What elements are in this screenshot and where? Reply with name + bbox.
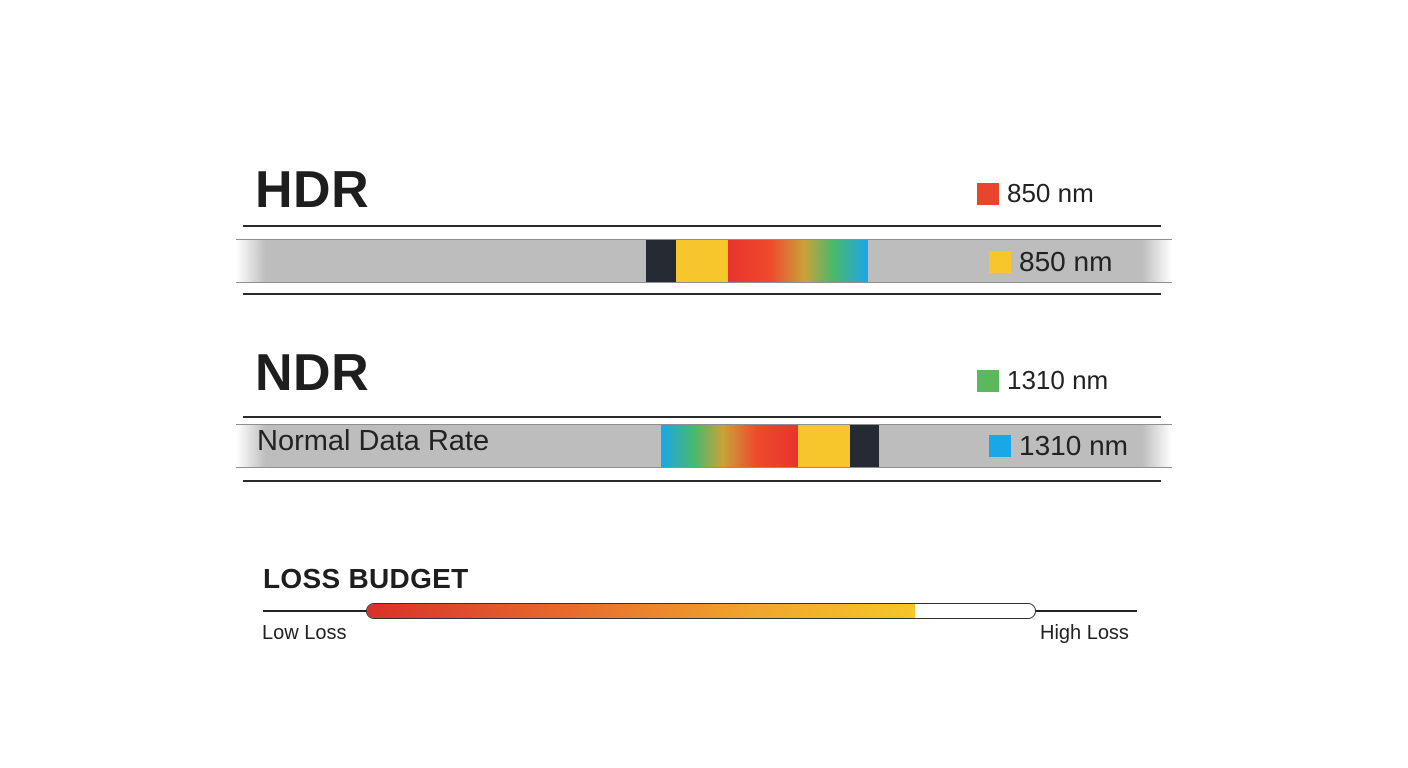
- loss-budget-title: LOSS BUDGET: [263, 563, 469, 594]
- loss-budget-low-label: Low Loss: [262, 622, 347, 644]
- hdr-spectrum-band: [728, 240, 868, 282]
- loss-budget-left-line: [263, 610, 367, 612]
- hdr-legend-cable: 850 nm: [989, 246, 1112, 278]
- hdr-legend-cable-label: 850 nm: [1019, 246, 1113, 277]
- hdr-yellow-band: [676, 240, 728, 282]
- ndr-top-rule: [243, 416, 1161, 418]
- ndr-cable: [236, 424, 1172, 468]
- yellow-square-icon: [989, 251, 1011, 273]
- ndr-legend-top: 1310 nm: [977, 365, 1108, 396]
- loss-budget-bar: [366, 603, 1036, 619]
- hdr-top-rule: [243, 225, 1161, 227]
- ndr-yellow-band: [798, 425, 850, 467]
- ndr-bottom-rule: [243, 480, 1161, 482]
- loss-budget-fill: [367, 604, 915, 618]
- blue-square-icon: [989, 435, 1011, 457]
- hdr-legend-top: 850 nm: [977, 178, 1094, 209]
- ndr-legend-cable-label: 1310 nm: [1019, 430, 1128, 461]
- ndr-title: NDR: [255, 344, 370, 402]
- green-square-icon: [977, 369, 999, 392]
- hdr-bottom-rule: [243, 293, 1161, 295]
- ndr-legend-cable: 1310 nm: [989, 430, 1128, 462]
- ndr-cable-label: Normal Data Rate: [257, 425, 490, 457]
- hdr-connector-cap: [646, 240, 676, 282]
- hdr-title: HDR: [255, 161, 370, 219]
- hdr-cable: [236, 239, 1172, 283]
- ndr-spectrum-band: [661, 425, 798, 467]
- red-square-icon: [977, 182, 999, 205]
- ndr-connector-cap: [850, 425, 879, 467]
- hdr-legend-top-label: 850 nm: [1007, 178, 1094, 208]
- loss-budget-right-line: [1035, 610, 1137, 612]
- loss-budget-high-label: High Loss: [1040, 622, 1129, 644]
- ndr-legend-top-label: 1310 nm: [1007, 365, 1109, 395]
